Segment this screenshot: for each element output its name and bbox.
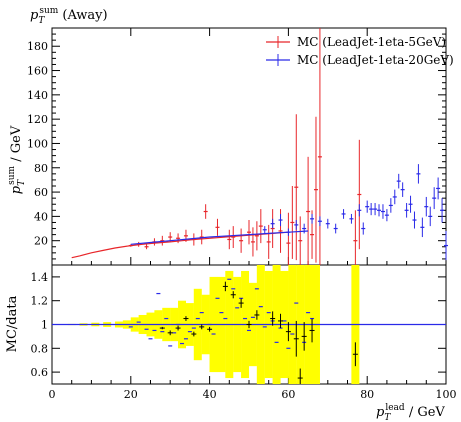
chart-title: pTsum (Away) [30,6,108,26]
series-line-blue [130,230,309,245]
main-y-tick-label: 40 [34,210,48,223]
ratio-data-points [159,281,358,384]
x-axis-label: pTlead / GeV [376,403,445,422]
x-tick-label: 40 [203,388,217,401]
ratio-y-tick-label: 0.8 [31,342,49,355]
ratio-blue-series [128,278,315,349]
main-y-tick-label: 60 [34,186,48,199]
ratio-y-tick-label: 1 [41,319,48,332]
main-y-tick-label: 180 [27,40,48,53]
main-y-tick-label: 80 [34,162,48,175]
main-y-tick-label: 120 [27,113,48,126]
main-y-axis-label: pTsum / GeV [7,125,27,194]
ratio-y-tick-label: 1.2 [31,295,49,308]
main-series [71,28,448,265]
ratio-y-axis-label: MC/data [5,295,20,352]
x-tick-label: 100 [436,388,457,401]
main-y-tick-label: 100 [27,137,48,150]
x-tick-label: 60 [281,388,295,401]
x-tick-label: 0 [49,388,56,401]
ratio-y-tick-label: 0.6 [31,366,49,379]
x-tick-label: 20 [124,388,138,401]
legend: MC (LeadJet-1eta-5GeV) MC (LeadJet-1eta-… [266,35,454,67]
main-y-tick-label: 20 [34,235,48,248]
ratio-y-tick-label: 1.4 [31,271,49,284]
main-y-tick-label: 140 [27,89,48,102]
main-y-tick-label: 160 [27,65,48,78]
x-tick-label: 80 [360,388,374,401]
legend-label-blue: MC (LeadJet-1eta-20GeV) [297,53,454,67]
ratio-y-axis: 0.6 0.8 1 1.2 1.4 [31,271,446,379]
main-y-axis: 20 40 60 80 100 120 140 160 180 [27,33,446,260]
legend-label-red: MC (LeadJet-1eta-5GeV) [297,35,446,49]
